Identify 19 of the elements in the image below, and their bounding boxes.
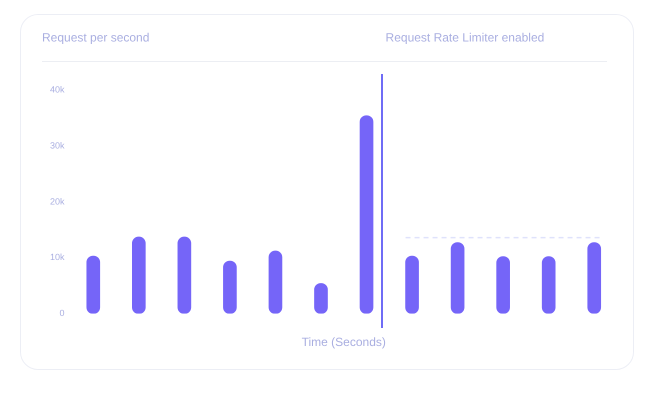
text: Request Rate Limiter enabled [386, 30, 544, 44]
bar [178, 236, 192, 314]
x-axis-title: Time (Seconds) [302, 335, 386, 350]
bar [496, 256, 510, 314]
chart-title: Request per second [42, 30, 150, 44]
bar [86, 256, 100, 314]
y-tick-label: 30k [50, 140, 66, 150]
bar [132, 236, 146, 314]
y-tick-label: 10k [50, 252, 66, 262]
bar [587, 242, 602, 314]
bar [542, 256, 556, 314]
y-tick-label: 0 [59, 308, 65, 318]
bar [360, 115, 374, 314]
bar [450, 242, 464, 314]
y-tick-label: 40k [50, 84, 66, 94]
y-tick-label: 20k [50, 196, 66, 206]
bar [405, 256, 419, 314]
bar [268, 250, 282, 314]
bar [223, 260, 237, 314]
